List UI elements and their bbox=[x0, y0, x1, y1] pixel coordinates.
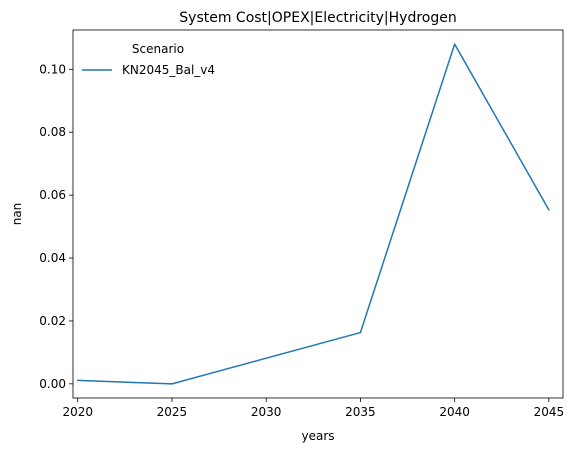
legend: Scenario KN2045_Bal_v4 bbox=[82, 42, 215, 77]
y-axis: 0.00 0.02 0.04 0.06 0.08 0.10 bbox=[39, 62, 73, 391]
legend-entry-label: KN2045_Bal_v4 bbox=[122, 63, 215, 77]
y-tick-label: 0.08 bbox=[39, 125, 66, 139]
y-axis-label: nan bbox=[10, 203, 24, 226]
data-point bbox=[359, 331, 362, 334]
y-tick-label: 0.02 bbox=[39, 314, 66, 328]
chart-title: System Cost|OPEX|Electricity|Hydrogen bbox=[179, 10, 456, 26]
x-tick-label: 2030 bbox=[251, 405, 282, 419]
y-tick-label: 0.06 bbox=[39, 188, 66, 202]
x-tick-label: 2045 bbox=[534, 405, 565, 419]
data-point bbox=[76, 379, 79, 382]
series-line bbox=[77, 43, 550, 385]
x-tick-label: 2035 bbox=[345, 405, 376, 419]
x-tick-label: 2020 bbox=[62, 405, 93, 419]
plot-area bbox=[76, 43, 550, 385]
x-tick-label: 2025 bbox=[157, 405, 188, 419]
y-tick-label: 0.04 bbox=[39, 251, 66, 265]
data-point bbox=[171, 383, 173, 385]
axes-frame bbox=[72, 29, 564, 399]
data-point bbox=[548, 209, 550, 211]
x-axis: 2020 2025 2030 2035 2040 2045 bbox=[62, 398, 564, 419]
x-axis-label: years bbox=[301, 429, 334, 443]
y-tick-label: 0.00 bbox=[39, 377, 66, 391]
y-tick-label: 0.10 bbox=[39, 62, 66, 76]
x-tick-label: 2040 bbox=[439, 405, 470, 419]
legend-title: Scenario bbox=[132, 42, 184, 56]
data-point bbox=[453, 43, 456, 45]
